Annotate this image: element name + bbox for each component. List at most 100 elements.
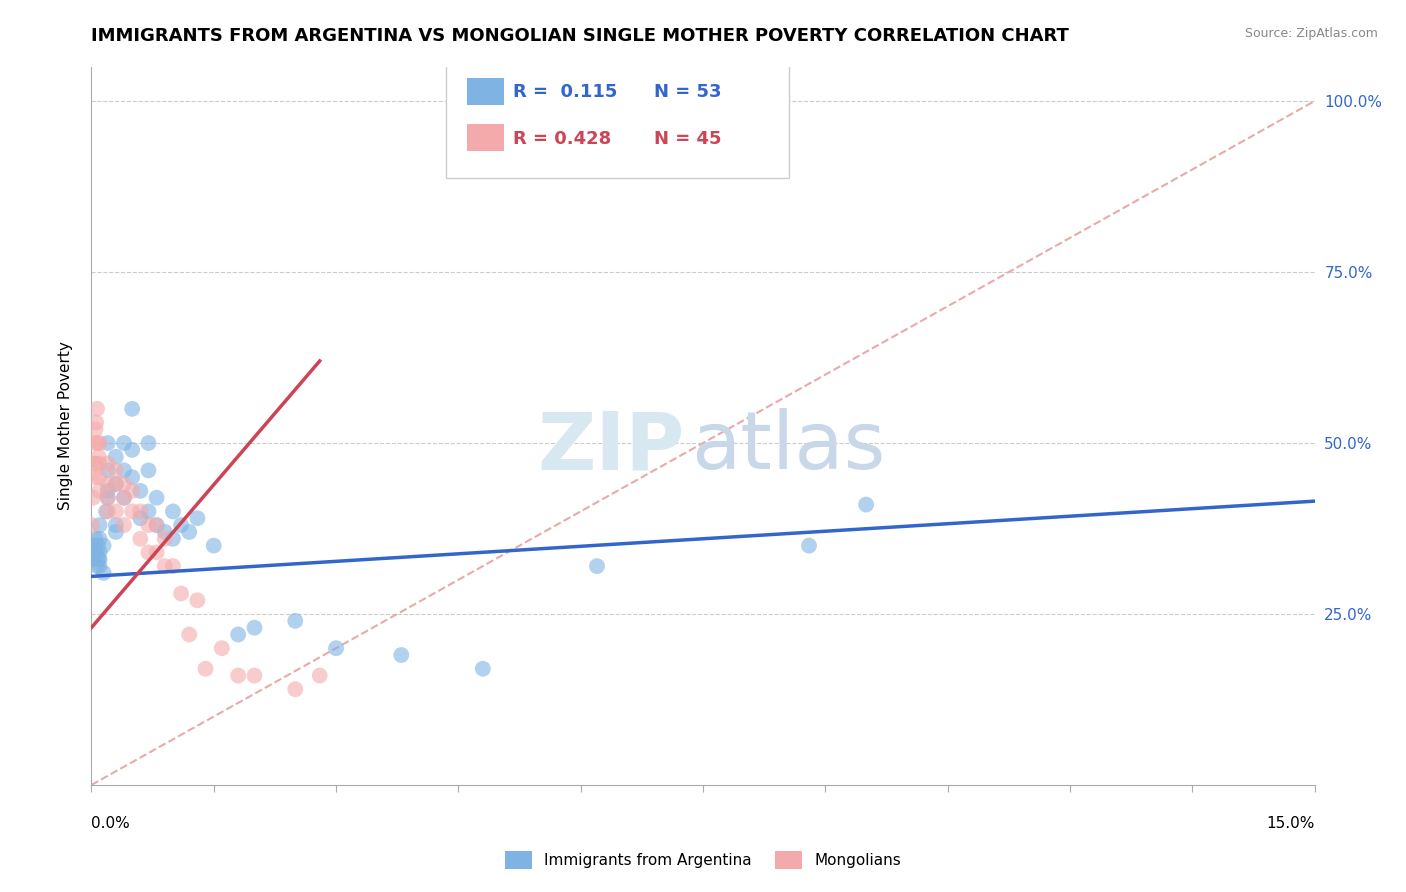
Point: [89, 483, 111, 498]
Point: [87, 450, 110, 464]
Point: [82, 545, 104, 559]
Text: N = 53: N = 53: [654, 83, 721, 101]
Point: [586, 559, 609, 574]
Point: [84, 532, 107, 546]
Point: [129, 483, 152, 498]
Point: [389, 648, 412, 662]
Point: [86, 401, 108, 416]
Point: [308, 668, 330, 682]
Point: [121, 504, 143, 518]
Point: [194, 662, 217, 676]
Point: [226, 668, 249, 682]
Text: 0.0%: 0.0%: [91, 816, 131, 831]
Point: [84, 416, 107, 430]
Point: [153, 532, 176, 546]
Point: [112, 491, 135, 505]
FancyBboxPatch shape: [467, 124, 503, 151]
Point: [138, 518, 160, 533]
Point: [112, 518, 135, 533]
Point: [93, 539, 115, 553]
Point: [97, 436, 120, 450]
Point: [129, 504, 152, 518]
Point: [87, 552, 110, 566]
Point: [84, 545, 107, 559]
Point: [112, 477, 135, 491]
Point: [202, 539, 225, 553]
Point: [89, 518, 111, 533]
Point: [138, 436, 160, 450]
Point: [93, 566, 115, 580]
Point: [104, 477, 127, 491]
Text: IMMIGRANTS FROM ARGENTINA VS MONGOLIAN SINGLE MOTHER POVERTY CORRELATION CHART: IMMIGRANTS FROM ARGENTINA VS MONGOLIAN S…: [91, 27, 1070, 45]
Point: [104, 518, 127, 533]
Point: [104, 504, 127, 518]
Text: ZIP: ZIP: [537, 409, 685, 486]
Point: [89, 470, 111, 484]
Point: [89, 436, 111, 450]
Point: [97, 504, 120, 518]
Point: [145, 545, 167, 559]
Point: [186, 593, 208, 607]
Point: [94, 504, 117, 518]
Point: [145, 518, 167, 533]
Point: [89, 532, 111, 546]
Point: [121, 401, 143, 416]
Point: [83, 470, 105, 484]
Point: [121, 483, 143, 498]
FancyBboxPatch shape: [446, 63, 789, 178]
Point: [162, 559, 184, 574]
Text: atlas: atlas: [690, 409, 886, 486]
Point: [243, 621, 266, 635]
Point: [170, 518, 193, 533]
Point: [471, 662, 494, 676]
Point: [284, 682, 307, 697]
Point: [325, 641, 347, 656]
Point: [170, 586, 193, 600]
Point: [104, 450, 127, 464]
Point: [97, 477, 120, 491]
Point: [89, 545, 111, 559]
Point: [97, 483, 120, 498]
Point: [112, 436, 135, 450]
Point: [162, 532, 184, 546]
Point: [186, 511, 208, 525]
Point: [153, 524, 176, 539]
Point: [87, 539, 110, 553]
Text: R = 0.428: R = 0.428: [513, 129, 612, 148]
Point: [97, 457, 120, 471]
Legend: Immigrants from Argentina, Mongolians: Immigrants from Argentina, Mongolians: [499, 845, 907, 875]
Point: [121, 442, 143, 457]
Point: [284, 614, 307, 628]
Text: Source: ZipAtlas.com: Source: ZipAtlas.com: [1244, 27, 1378, 40]
Point: [97, 491, 120, 505]
Point: [138, 545, 160, 559]
Point: [145, 491, 167, 505]
Point: [211, 641, 233, 656]
Point: [179, 627, 201, 641]
Point: [104, 524, 127, 539]
Point: [86, 559, 108, 574]
Point: [83, 457, 105, 471]
Point: [145, 518, 167, 533]
Point: [89, 552, 111, 566]
Point: [179, 524, 201, 539]
Point: [82, 491, 104, 505]
Point: [89, 457, 111, 471]
Text: N = 45: N = 45: [654, 129, 721, 148]
Point: [138, 463, 160, 477]
Point: [104, 477, 127, 491]
Point: [129, 511, 152, 525]
Point: [84, 457, 107, 471]
Point: [82, 518, 104, 533]
Point: [129, 532, 152, 546]
Point: [153, 559, 176, 574]
Point: [112, 491, 135, 505]
Point: [112, 463, 135, 477]
Point: [87, 436, 110, 450]
Point: [797, 539, 820, 553]
Point: [83, 552, 105, 566]
Point: [226, 627, 249, 641]
Point: [162, 504, 184, 518]
Point: [83, 436, 105, 450]
FancyBboxPatch shape: [467, 78, 503, 105]
